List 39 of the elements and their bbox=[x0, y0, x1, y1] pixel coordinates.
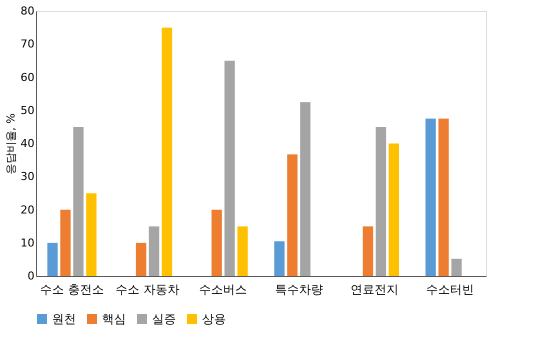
y-tick-label: 70 bbox=[20, 38, 34, 51]
bar bbox=[162, 28, 172, 276]
x-tick-label: 수소버스 bbox=[199, 282, 248, 296]
bar bbox=[376, 126, 386, 276]
bar bbox=[362, 226, 374, 276]
x-tick-label: 특수차량 bbox=[274, 282, 323, 296]
bar bbox=[300, 102, 310, 276]
bar bbox=[212, 210, 222, 276]
y-tick-label: 10 bbox=[20, 236, 34, 250]
y-tick-label: 20 bbox=[20, 203, 34, 216]
legend-label: 상용 bbox=[202, 312, 226, 326]
y-tick-label: 50 bbox=[20, 104, 34, 117]
y-tick-label: 60 bbox=[20, 70, 34, 84]
bar bbox=[237, 226, 248, 276]
y-tick-label: 0 bbox=[28, 270, 34, 282]
bar bbox=[47, 242, 58, 276]
legend-label: 실증 bbox=[152, 312, 176, 326]
bar bbox=[60, 210, 71, 276]
bar bbox=[148, 226, 160, 276]
bar bbox=[73, 126, 84, 276]
legend-label: 원천 bbox=[52, 312, 76, 326]
y-tick-label: 30 bbox=[20, 170, 34, 184]
bar bbox=[388, 144, 400, 276]
bar bbox=[438, 118, 449, 276]
y-tick-label: 80 bbox=[20, 4, 34, 18]
bar bbox=[86, 193, 97, 276]
bar bbox=[224, 60, 235, 276]
bar bbox=[451, 258, 462, 276]
bar bbox=[287, 154, 298, 276]
x-tick-label: 수소 자동차 bbox=[116, 282, 180, 296]
y-axis-title: 응답비율, % bbox=[4, 113, 18, 175]
legend-label: 핵심 bbox=[102, 312, 126, 326]
bar bbox=[136, 242, 146, 276]
x-tick-label: 수소터빈 bbox=[426, 282, 474, 296]
y-tick-label: 40 bbox=[20, 137, 34, 150]
x-tick-label: 연료전지 bbox=[350, 282, 398, 296]
bar bbox=[425, 118, 436, 276]
x-tick-label: 수소 충전소 bbox=[40, 282, 104, 296]
bar bbox=[274, 241, 285, 276]
